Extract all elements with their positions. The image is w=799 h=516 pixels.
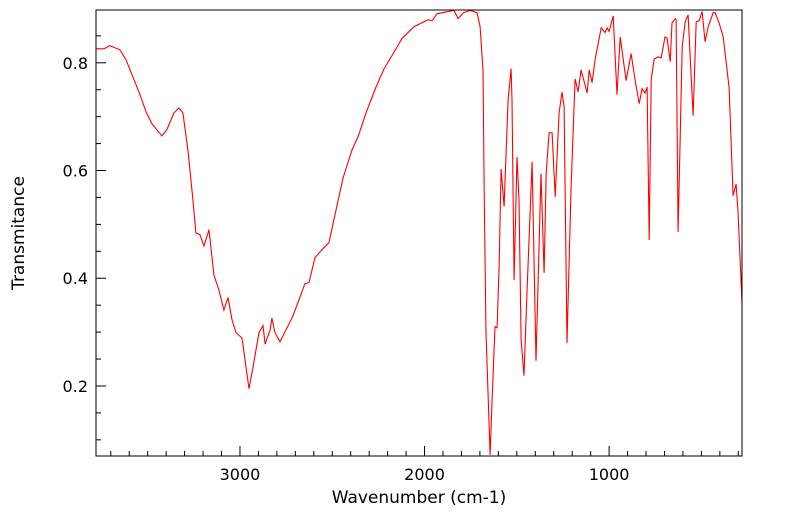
y-tick-label: 0.8 [63, 54, 88, 73]
y-tick-label: 0.4 [63, 269, 88, 288]
x-tick-label: 3000 [220, 465, 261, 484]
x-tick-labels: 3000 2000 1000 [220, 465, 630, 484]
spectrum-line [96, 10, 742, 455]
x-tick-label: 2000 [404, 465, 445, 484]
axis-ticks [96, 35, 739, 456]
x-axis-title: Wavenumber (cm-1) [332, 488, 507, 508]
y-tick-labels: 0.2 0.4 0.6 0.8 [63, 54, 88, 396]
y-axis-title: Transmitance [9, 176, 29, 291]
y-tick-label: 0.6 [63, 162, 88, 181]
plot-frame [95, 9, 743, 457]
x-tick-label: 1000 [589, 465, 630, 484]
y-tick-label: 0.2 [63, 377, 88, 396]
